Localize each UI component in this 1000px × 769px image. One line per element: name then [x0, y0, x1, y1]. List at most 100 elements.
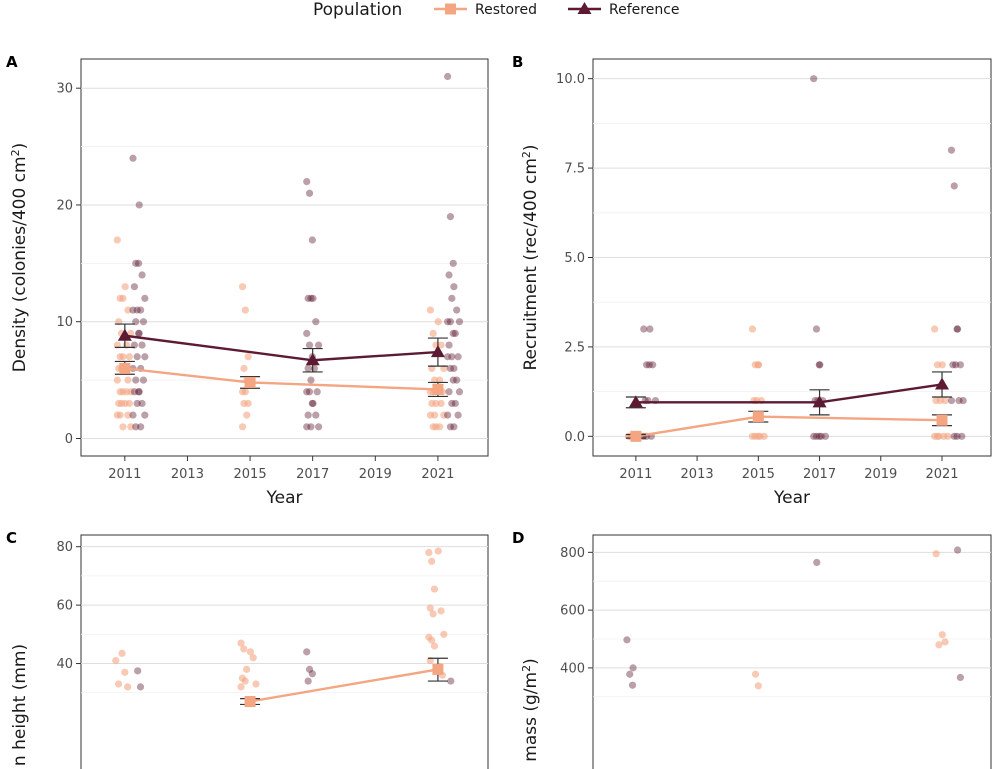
panel-a-mean-marker-reference — [430, 345, 445, 358]
panel-a-point-restored — [428, 399, 436, 408]
panel-b-y-tick-label: 5.0 — [564, 251, 585, 266]
panel-a-point-reference — [444, 353, 452, 361]
panel-d-point-reference — [953, 546, 962, 554]
panel-c-marks — [112, 547, 455, 708]
panel-a-point-restored — [125, 353, 133, 361]
panel-a-x-axis-label: Year — [266, 488, 303, 508]
panel-b-point-restored — [933, 432, 942, 440]
panel-a-point-reference — [455, 318, 464, 326]
panel-b-x-tick-label: 2015 — [742, 467, 775, 482]
panel-c-y-tick-label: 60 — [56, 599, 73, 614]
panel-c-point-restored — [440, 630, 448, 638]
panel-a-point-reference — [446, 213, 455, 221]
panel-d-point-reference — [626, 670, 634, 678]
panel-a-x-tick-label: 2013 — [171, 467, 204, 482]
panel-a-point-reference — [450, 423, 458, 431]
panel-a-point-reference — [303, 178, 311, 186]
panel-c-point-restored — [240, 645, 248, 653]
panel-d-y-tick-label: 800 — [560, 546, 585, 561]
panel-a-point-reference — [137, 423, 145, 431]
panel-a-point-reference — [444, 72, 452, 81]
panel-a-point-reference — [132, 259, 140, 267]
panel-d-y-tick-label: 600 — [560, 604, 585, 619]
panel-d-point-restored — [932, 550, 940, 558]
panel-b-point-reference — [953, 325, 962, 333]
panel-a-point-restored — [436, 423, 444, 431]
panel-d-marks — [623, 546, 964, 690]
panel-a-mean-marker-restored — [432, 383, 444, 395]
panel-a-point-restored — [127, 423, 135, 431]
panel-b-letter: B — [512, 53, 523, 71]
panel-b-point-reference — [649, 361, 657, 369]
panel-a-point-restored — [122, 388, 131, 396]
panel-d-point-reference — [956, 673, 964, 682]
panel-a-point-reference — [135, 388, 143, 396]
panel-b-point-reference — [812, 432, 821, 440]
panel-b: B 0.02.55.07.510.0 2011 2013 2015 2017 2019 2… — [512, 53, 992, 508]
panel-a-point-restored — [434, 318, 442, 326]
panel-d-plot-area — [592, 534, 992, 769]
legend-restored-label: Restored — [475, 2, 537, 18]
panel-b-x-tick-label: 2017 — [803, 467, 836, 482]
panel-a-x-tick-label: 2015 — [234, 467, 267, 482]
panel-a-point-reference — [130, 283, 138, 291]
panel-b-point-reference — [953, 325, 961, 333]
panel-a-point-reference — [448, 399, 456, 408]
panel-a-y-axis: 0 10 20 30 — [56, 82, 81, 447]
panel-a-point-reference — [444, 318, 452, 326]
panel-c-plot-area — [80, 534, 489, 769]
panel-a-point-restored — [124, 376, 132, 384]
panel-a-point-reference — [445, 341, 453, 349]
panel-a-y-tick-label: 30 — [56, 82, 73, 97]
panel-a-point-reference — [450, 283, 458, 291]
panel-a-point-reference — [312, 318, 320, 326]
panel-a-point-reference — [303, 388, 311, 396]
panel-b-point-reference — [947, 396, 956, 405]
panel-a-point-reference — [133, 306, 141, 314]
panel-c-y-axis: 40 60 80 — [56, 540, 81, 672]
panel-b-mean-marker-restored — [936, 414, 948, 426]
panel-b-x-tick-label: 2011 — [619, 467, 652, 482]
panel-c-point-restored — [241, 677, 249, 685]
panel-a-x-tick-label: 2017 — [296, 467, 329, 482]
panel-a-y-tick-label: 20 — [56, 198, 73, 213]
panel-d: D 400 600 800 mass (g/m2) — [512, 529, 992, 769]
panel-b-point-reference — [947, 146, 956, 154]
panel-b-mean-marker-reference — [628, 395, 643, 408]
panel-a-point-reference — [453, 376, 461, 384]
panel-a-point-restored — [244, 353, 252, 361]
panel-a-point-reference — [308, 236, 316, 244]
panel-d-y-tick-label: 400 — [560, 661, 585, 676]
panel-a-point-restored — [241, 388, 249, 396]
panel-c-point-restored — [249, 654, 257, 662]
legend-reference-triangle-icon — [577, 2, 592, 14]
panel-d-point-reference — [813, 558, 821, 567]
panel-a-point-restored — [121, 283, 129, 291]
panel-a-point-restored — [113, 376, 121, 384]
panel-a-point-reference — [139, 318, 148, 326]
panel-a-point-reference — [134, 329, 143, 337]
panel-a-point-restored — [243, 411, 251, 419]
panel-a-point-restored — [119, 353, 127, 361]
panel-a-point-reference — [444, 411, 452, 419]
panel-a-point-restored — [116, 411, 124, 419]
panel-d-gridlines — [593, 551, 991, 698]
panel-a-point-reference — [310, 364, 319, 373]
panel-a-marks — [113, 72, 464, 431]
panel-a-point-reference — [312, 411, 320, 419]
panel-a-point-restored — [241, 306, 249, 314]
panel-b-mean-marker-reference — [935, 377, 950, 390]
legend-reference-label: Reference — [609, 2, 680, 18]
panel-a-point-reference — [307, 294, 315, 302]
panel-a-point-reference — [141, 353, 149, 361]
panel-b-point-reference — [950, 432, 958, 440]
panel-b-point-reference — [821, 432, 830, 440]
panel-c-point-restored — [252, 680, 260, 688]
panel-b-x-axis: 2011 2013 2015 2017 2019 2021 — [619, 456, 959, 482]
panel-a-point-reference — [449, 259, 457, 267]
panel-d-point-restored — [938, 631, 946, 639]
panel-b-point-reference — [810, 75, 818, 83]
panel-a-x-tick-label: 2019 — [359, 467, 392, 482]
panel-a-letter: A — [6, 53, 18, 71]
panel-a-point-reference — [454, 353, 462, 361]
